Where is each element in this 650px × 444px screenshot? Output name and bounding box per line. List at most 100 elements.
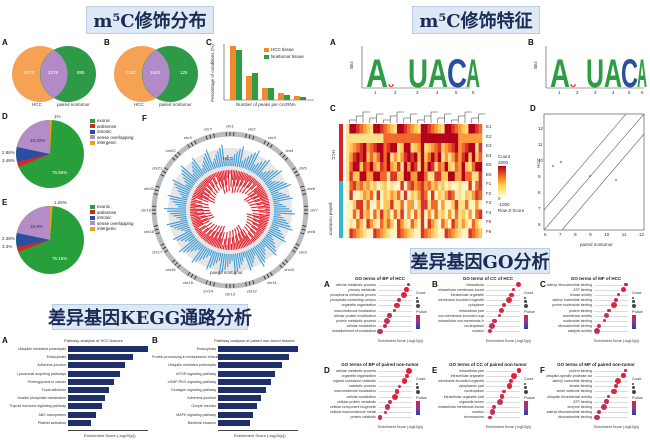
circos-red-bar <box>196 186 210 197</box>
heatmap-cell <box>400 219 404 229</box>
go-term-label: macromolecule localization <box>333 308 376 313</box>
circos-red-bar <box>233 170 238 187</box>
heatmap-cell <box>434 143 438 153</box>
key-title: Pvalue <box>632 310 643 314</box>
venn-b-right-count: 125 <box>180 70 188 75</box>
circos-blue-bar <box>204 153 213 171</box>
circos-red-bar <box>231 170 234 181</box>
heatmap-cell <box>380 219 384 229</box>
key-title: Count <box>632 377 642 381</box>
heatmap-cell <box>427 152 432 163</box>
circos-red-bar <box>249 200 270 206</box>
circos-band <box>301 228 306 231</box>
heatmap-cell <box>400 209 404 220</box>
heatmap-cell <box>349 152 353 163</box>
go-gridline <box>594 310 628 312</box>
circos-red-bar <box>253 235 258 240</box>
go-point <box>512 288 516 292</box>
go-point <box>624 368 628 373</box>
circos-band <box>295 174 300 177</box>
panel-letter: A <box>2 38 8 47</box>
circos-band <box>171 259 176 263</box>
go-term-label: intracellular organelle <box>450 292 484 297</box>
circos-band <box>194 275 197 280</box>
heatmap-cell <box>397 152 401 163</box>
circos-red-bar <box>190 200 209 206</box>
heatmap-cell <box>434 219 438 229</box>
heatmap-cell <box>414 190 418 201</box>
go-term-label: catabolic process <box>348 384 376 389</box>
heatmap-cell <box>383 162 387 172</box>
go-panel-title: GO terms of CC of paired non-tumor <box>449 362 527 367</box>
circos-chrom-label: chr18 <box>144 229 155 234</box>
heatmap-cell <box>407 181 411 191</box>
circos-chrom-label: chr1 <box>226 124 235 129</box>
heatmap-cell <box>414 219 418 229</box>
circos-blue-bar <box>195 246 207 262</box>
heatmap-cell <box>403 143 408 153</box>
circos-blue-bar <box>218 147 224 167</box>
row-label: F2 <box>486 190 492 196</box>
kegg-term-label: Lysosomal acquiring pathways <box>17 371 66 376</box>
go-gridline <box>378 380 412 382</box>
heatmap-cell <box>397 162 401 172</box>
bar-hcc-4 <box>278 93 284 100</box>
heatmap-cell <box>349 190 353 201</box>
svg-text:A: A <box>428 52 448 96</box>
go-gridline <box>594 370 628 372</box>
heatmap-cell <box>386 209 391 220</box>
heatmap-cell <box>363 219 367 229</box>
circos-band <box>154 228 159 231</box>
heatmap-cell <box>356 190 360 201</box>
circos-band <box>174 154 178 158</box>
circos-band <box>187 271 191 276</box>
circos-band <box>263 275 266 280</box>
go-point <box>594 414 600 420</box>
venn-b-center-count: 1642 <box>150 70 161 75</box>
heatmap-cell <box>441 209 445 220</box>
go-gridline <box>486 294 520 296</box>
key-value: -1000 <box>498 202 510 207</box>
heatmap-cell <box>359 143 364 153</box>
heatmap-cell <box>346 133 350 144</box>
kegg-term-label: Inositol phosphate metabolism <box>17 396 66 401</box>
go-panel-title: GO terms of BP of HCC <box>355 276 405 281</box>
heatmap-cell <box>352 133 357 144</box>
circos-red-bar <box>243 186 264 201</box>
go-term-label: membrane-bounded organelle <box>438 298 484 303</box>
panel-letter: C <box>540 280 546 289</box>
legend-label: intergenic <box>97 226 117 231</box>
go-point <box>603 313 610 319</box>
circos-red-bar <box>219 232 225 249</box>
circos-red-bar <box>193 192 215 204</box>
heatmap-cell <box>468 228 472 239</box>
heatmap-cell <box>417 171 421 182</box>
heatmap-cell <box>380 133 384 144</box>
heatmap-cell <box>424 228 428 239</box>
go-term-label: cellular macromolecule metabolic <box>330 410 376 415</box>
go-gridline <box>594 412 628 414</box>
go-term-label: cellular protein metabolic <box>337 399 376 404</box>
circos-chrom-label: chr20 <box>144 186 155 191</box>
go-point <box>621 373 626 378</box>
circos-red-bar <box>207 225 220 244</box>
heatmap-cell <box>475 162 479 172</box>
kegg-bar <box>68 411 97 418</box>
go-key: Count Pvalue <box>416 376 427 415</box>
heatmap-cell <box>465 143 469 153</box>
heatmap-cell <box>475 228 479 239</box>
go-point <box>602 319 606 323</box>
heatmap-cell <box>356 219 360 229</box>
heatmap-cell <box>390 190 394 201</box>
heatmap-cell <box>383 133 387 144</box>
legend-label: sense overlapping <box>97 220 134 226</box>
circos-svg: chr1 chr2 chr3 chr4 chr5 chr6 chr7 chr8 chr9 chr1… <box>141 124 319 297</box>
heatmap-cell <box>465 171 469 182</box>
heatmap-cell <box>349 162 353 172</box>
go-term-label: purine nucleoside binding <box>552 303 592 308</box>
heatmap-cell <box>427 209 432 220</box>
heatmap-cell <box>363 200 367 210</box>
heatmap-cell <box>373 133 377 144</box>
heatmap-cell <box>366 228 370 239</box>
legend-swatch <box>264 47 269 52</box>
